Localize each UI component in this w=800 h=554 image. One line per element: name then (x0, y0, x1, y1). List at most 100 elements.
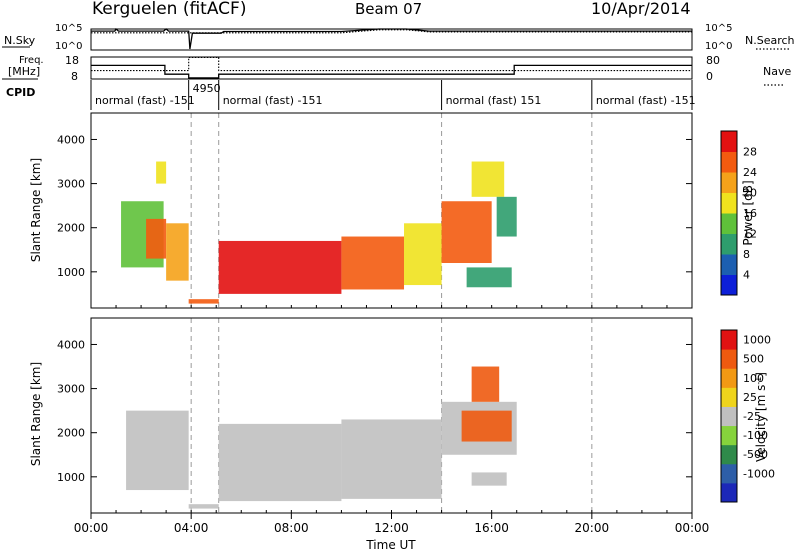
freq-left-tick-bottom: 8 (71, 70, 78, 83)
power-y-ticks: 1000 2000 3000 4000 (57, 133, 692, 279)
noise-left-tick-bottom: 10^0 (55, 41, 82, 52)
velocity-y-ticks: 1000 2000 3000 4000 (57, 338, 692, 484)
beam-label: Beam 07 (355, 0, 422, 18)
noise-right-tick-bottom: 10^0 (705, 41, 732, 52)
time-axis-label: Time UT (365, 538, 416, 552)
colorbar-swatch (721, 463, 737, 484)
cpid-segment-label: normal (fast) -151 (95, 94, 195, 107)
cpid-segment-label: normal (fast) -151 (596, 94, 696, 107)
colorbar-tick-label: 25 (743, 391, 757, 404)
x-tick-label: 08:00 (274, 521, 309, 535)
x-tick-label: 20:00 (575, 521, 610, 535)
colorbar-swatch (721, 482, 737, 503)
x-tick-label: 12:00 (374, 521, 409, 535)
colorbar-swatch (721, 151, 737, 173)
heatmap-cell (471, 161, 505, 197)
heatmap-cell (471, 366, 500, 402)
colorbar-swatch (721, 349, 737, 369)
y-tick-label: 4000 (57, 133, 85, 146)
colorbar-tick-label: -25 (743, 410, 761, 423)
colorbar-tick-label: -1000 (743, 467, 775, 480)
heatmap-cell (166, 223, 189, 281)
colorbar-tick-label: -500 (743, 448, 768, 461)
colorbar-swatch (721, 172, 737, 193)
x-tick-label: 00:00 (675, 521, 710, 535)
velocity-y-axis-label: Slant Range [km] (29, 362, 43, 466)
y-tick-label: 4000 (57, 338, 85, 351)
colorbar-tick-label: 4 (743, 269, 750, 282)
heatmap-cell (126, 410, 189, 491)
x-tick-label: 00:00 (74, 521, 109, 535)
freq-label: Freq. (19, 55, 44, 66)
colorbar-swatch (721, 406, 737, 427)
noise-sky-series (91, 28, 692, 50)
power-colorbar-label: Power [dB] (741, 180, 755, 245)
colorbar-frame (720, 130, 738, 296)
y-tick-label: 2000 (57, 222, 85, 235)
x-tick-label: 04:00 (174, 521, 209, 535)
colorbar-swatch (721, 274, 737, 296)
colorbar-swatch (721, 425, 737, 446)
colorbar-tick-label: 8 (743, 248, 750, 261)
colorbar-tick-label: 28 (743, 146, 757, 159)
colorbar-swatch (721, 444, 737, 465)
freq-panel: Freq. [MHz] 18 8 80 0 Nave (2, 54, 791, 86)
y-tick-label: 3000 (57, 383, 85, 396)
y-tick-label: 3000 (57, 178, 85, 191)
power-colorbar: Power [dB] 4 8 12 16 20 24 28 (720, 130, 757, 296)
colorbar-swatch (721, 213, 737, 234)
heatmap-cell (341, 419, 442, 499)
nave-series (91, 56, 692, 72)
heatmap-cell (471, 472, 507, 486)
freq-unit-label: [MHz] (8, 65, 40, 78)
colorbar-swatch (721, 131, 737, 152)
heatmap-cell (146, 218, 167, 259)
y-tick-label: 1000 (57, 471, 85, 484)
colorbar-tick-label: 500 (743, 353, 764, 366)
colorbar-frame (720, 329, 738, 503)
velocity-panel: 1000 2000 3000 4000 Slant Range [km] (29, 317, 693, 514)
power-panel: 1000 2000 3000 4000 Slant Range [km] (29, 112, 693, 309)
heatmap-cell (441, 201, 492, 263)
noise-sky-label: N.Sky (4, 34, 36, 47)
heatmap-cell (341, 236, 405, 290)
colorbar-tick-label: -100 (743, 429, 768, 442)
velocity-colorbar-label: Velocity [m s-1] (754, 372, 768, 462)
colorbar-tick-label: 24 (743, 166, 757, 179)
y-tick-label: 2000 (57, 427, 85, 440)
freq-panel-frame (90, 56, 693, 80)
nave-right-tick-top: 80 (706, 54, 720, 67)
freq-series (91, 64, 692, 79)
cpid-segment-label: 4950 (193, 82, 221, 95)
heatmap-cell (466, 267, 512, 288)
colorbar-swatch (721, 368, 737, 388)
noise-right-tick-top: 10^5 (705, 23, 732, 34)
heatmap-cell (188, 299, 219, 304)
heatmap-cell (496, 196, 517, 237)
x-tick-label: 16:00 (474, 521, 509, 535)
cpid-label: CPID (6, 86, 35, 99)
noise-search-series (91, 29, 692, 34)
velocity-data-cells (126, 318, 593, 513)
power-data-cells (121, 113, 593, 308)
colorbar-tick-label: 100 (743, 372, 764, 385)
velocity-colorbar: Velocity [m s-1] 1000 500 100 25 -25 -100 -500… (720, 329, 775, 503)
noise-panel: N.Sky 10^5 10^0 10^5 10^0 N.Search (2, 23, 795, 52)
heatmap-cell (156, 161, 167, 184)
colorbar-swatch (721, 192, 737, 214)
colorbar-swatch (721, 254, 737, 275)
colorbar-tick-label: 16 (743, 207, 757, 220)
colorbar-tick-label: 20 (743, 187, 757, 200)
freq-left-tick-top: 18 (65, 54, 79, 67)
noise-left-tick-top: 10^5 (55, 23, 82, 34)
time-axis: Time UT 00:00 04:00 08:00 12:00 16:00 20:00 00… (74, 305, 710, 552)
nave-label: Nave (763, 65, 791, 78)
colorbar-swatch (721, 330, 737, 350)
plot-title: Kerguelen (fitACF) (92, 0, 246, 19)
colorbar-swatch (721, 233, 737, 255)
heatmap-cell (218, 423, 342, 502)
cpid-segment-label: normal (fast) 151 (446, 94, 542, 107)
